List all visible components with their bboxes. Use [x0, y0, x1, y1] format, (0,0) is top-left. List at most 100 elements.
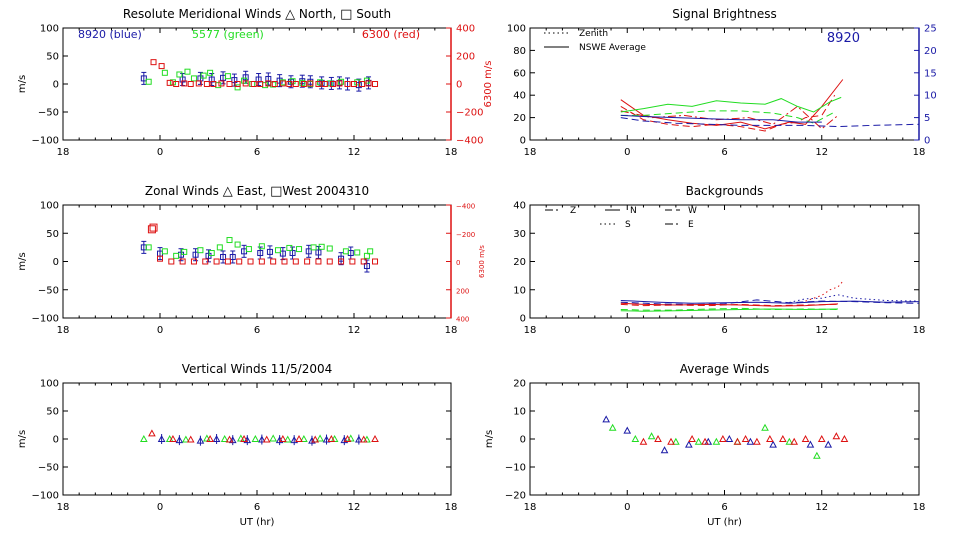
meridional-legend-text: 5577 (green) — [192, 28, 264, 41]
vertical-ytick-label: −50 — [38, 463, 59, 474]
signal-series-line — [620, 96, 842, 113]
backgrounds-ytick-label: 10 — [513, 285, 526, 296]
backgrounds-legend-label: E — [688, 220, 694, 230]
zonal-point — [247, 258, 254, 265]
average-ytick-label: −10 — [505, 463, 526, 474]
zonal-point — [149, 223, 158, 232]
meridional-point — [279, 80, 286, 87]
meridional-point — [173, 81, 180, 87]
zonal-rtick-label: 400 — [456, 316, 469, 324]
average-point — [779, 434, 787, 442]
vertical-point — [343, 434, 352, 442]
vertical-point — [283, 435, 292, 443]
zonal-panel: Zonal Winds △ East, □West 2004310 18 0 6 12 1… — [17, 184, 486, 336]
zonal-rtick-label: 0 — [456, 259, 460, 267]
backgrounds-ytick-label: 0 — [520, 314, 526, 325]
average-point — [790, 437, 799, 445]
zonal-point — [296, 246, 303, 253]
zonal-point — [270, 258, 277, 265]
zonal-point — [318, 243, 325, 250]
meridional-point — [166, 79, 173, 86]
vertical-point — [279, 434, 287, 442]
signal-rtick-label: 0 — [924, 136, 930, 147]
meridional-point — [210, 81, 217, 87]
backgrounds-xtick-label: 18 — [524, 325, 537, 336]
zonal-point — [310, 244, 317, 251]
meridional-xtick-label: 0 — [157, 147, 163, 158]
meridional-point — [372, 81, 379, 87]
average-point — [753, 437, 761, 445]
zonal-ytick-label: 100 — [40, 201, 59, 212]
average-point — [766, 434, 774, 442]
zonal-title-part: West 2004310 — [282, 184, 369, 198]
signal-xtick-label: 6 — [721, 147, 727, 158]
signal-ytick-label: 100 — [507, 24, 526, 35]
meridional-point — [187, 81, 194, 87]
zonal-point — [326, 245, 333, 252]
vertical-point — [186, 435, 195, 443]
zonal-point — [258, 258, 265, 265]
average-point — [672, 437, 680, 445]
meridional-legend-text: 6300 (red) — [362, 28, 420, 41]
backgrounds-title: Backgrounds — [686, 184, 764, 198]
zonal-rtick-label: 200 — [456, 287, 469, 295]
zonal-point — [157, 255, 163, 262]
backgrounds-series-line — [620, 300, 920, 304]
backgrounds-xtick-label: 18 — [913, 325, 926, 336]
meridional-point — [286, 81, 293, 87]
average-point — [824, 440, 833, 448]
meridional-panel: Resolute Meridional Winds △ North, □ Sou… — [17, 7, 494, 158]
vertical-point — [206, 434, 214, 442]
signal-series-line — [620, 94, 836, 132]
meridional-point — [150, 59, 157, 66]
zonal-point — [213, 258, 220, 265]
meridional-point — [184, 68, 191, 75]
meridional-point — [338, 78, 345, 85]
signal-rtick-label: 10 — [924, 91, 937, 102]
zonal-point — [161, 248, 168, 255]
signal-title: Signal Brightness — [672, 7, 777, 21]
zonal-ytick-label: −100 — [32, 314, 59, 325]
meridional-point — [336, 80, 343, 87]
signal-rtick-label: 15 — [924, 68, 937, 79]
signal-legend-text: 8920 — [827, 31, 860, 46]
zonal-xtick-label: 0 — [157, 325, 163, 336]
meridional-point — [351, 81, 357, 87]
signal-legend-label: NSWE Average — [579, 43, 646, 53]
average-point — [631, 434, 640, 442]
meridional-point — [218, 80, 225, 87]
signal-series-line — [620, 114, 822, 123]
average-point — [654, 434, 662, 442]
average-point — [813, 451, 821, 459]
zonal-point — [338, 258, 345, 265]
vertical-ytick-label: 50 — [46, 407, 59, 418]
meridional-point — [265, 80, 272, 87]
meridional-legend-text: 8920 (blue) — [78, 28, 142, 41]
backgrounds-series-line — [620, 307, 839, 311]
vertical-point — [316, 434, 324, 442]
zonal-point — [145, 244, 152, 251]
meridional-point — [158, 63, 165, 70]
zonal-plot-frame — [62, 204, 452, 319]
average-point — [817, 434, 826, 442]
zonal-point — [286, 244, 293, 251]
meridional-xtick-label: 18 — [445, 147, 458, 158]
signal-xtick-label: 18 — [913, 147, 926, 158]
backgrounds-series-line — [620, 303, 839, 307]
meridional-point — [271, 81, 278, 87]
meridional-point — [329, 81, 336, 87]
average-point — [608, 423, 617, 431]
zonal-point — [168, 258, 175, 265]
signal-ytick-label: 40 — [513, 91, 526, 102]
backgrounds-xtick-label: 12 — [815, 325, 828, 336]
meridional-ylabel: m/s — [17, 75, 28, 93]
meridional-point — [169, 79, 176, 86]
signal-rtick-label: 5 — [924, 113, 930, 124]
meridional-ytick-label: 100 — [40, 24, 59, 35]
meridional-ytick-label: −50 — [38, 108, 59, 119]
backgrounds-legend-label: Z — [570, 206, 576, 216]
meridional-point — [145, 78, 152, 85]
zonal-point — [372, 258, 379, 265]
